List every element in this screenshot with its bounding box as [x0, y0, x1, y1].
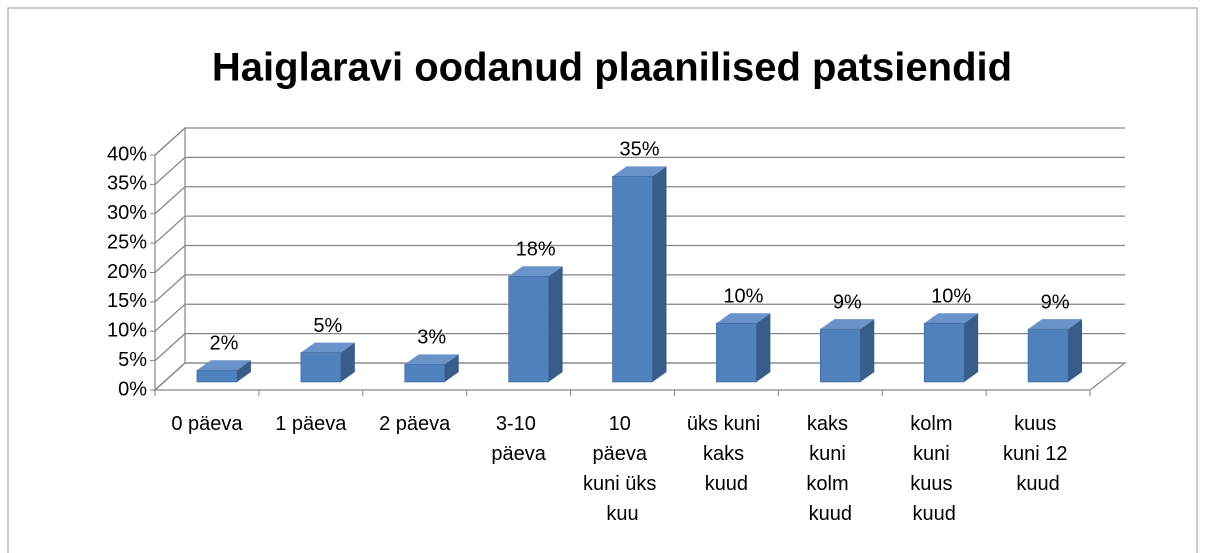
bar-top — [612, 166, 667, 177]
y-tick-label: 30% — [107, 202, 147, 224]
x-tick-label: kuus kuni 12 kuud — [1003, 413, 1073, 495]
bar-side — [756, 313, 771, 382]
bar — [923, 322, 965, 383]
bar-side — [964, 313, 979, 382]
chart-frame — [7, 7, 1198, 553]
data-label: 5% — [313, 315, 342, 337]
data-label: 2% — [209, 333, 238, 355]
bar-top — [508, 266, 563, 277]
data-label: 35% — [619, 139, 659, 161]
grid-line — [154, 215, 1125, 244]
grid-line — [154, 244, 1125, 273]
bar-side — [652, 166, 667, 382]
bar-side — [860, 319, 875, 382]
grid-line — [154, 127, 1125, 156]
x-tick-label: 2 päeva — [379, 413, 451, 435]
grid-line — [154, 156, 1125, 185]
bar-top — [716, 313, 771, 324]
bar — [716, 322, 757, 383]
bar-top — [196, 360, 251, 371]
bar — [300, 352, 342, 383]
x-tick-label: 10 päeva kuni üks kuu — [583, 413, 662, 525]
grid-line — [154, 333, 1125, 362]
bar-side — [548, 266, 563, 382]
x-tick-label: kaks kuni kolm kuud — [806, 413, 854, 525]
y-tick-label: 40% — [107, 143, 147, 165]
bar-top — [924, 313, 979, 324]
y-tick-label: 15% — [107, 290, 147, 312]
chart-title: Haiglaravi oodanud plaanilised patsiendi… — [212, 46, 1012, 90]
y-tick-label: 35% — [107, 173, 147, 195]
bar — [1027, 328, 1069, 383]
y-tick-label: 10% — [107, 320, 147, 342]
y-tick-label: 5% — [118, 349, 147, 371]
bar-side — [340, 342, 355, 382]
grid-line — [154, 362, 1125, 391]
bar — [612, 176, 653, 383]
data-label: 10% — [931, 286, 971, 308]
bar-top — [404, 354, 459, 365]
x-tick-label: 1 päeva — [275, 413, 347, 435]
bar-side — [444, 354, 459, 382]
x-tick-label: kolm kuni kuus kuud — [910, 413, 958, 525]
y-tick-label: 20% — [107, 261, 147, 283]
grid-line — [154, 186, 1125, 215]
data-label: 9% — [1041, 291, 1070, 313]
data-label: 3% — [417, 327, 446, 349]
y-tick-label: 0% — [118, 378, 147, 400]
x-tick-label: üks kuni kaks kuud — [687, 413, 766, 495]
bar-top — [820, 319, 875, 330]
bar-side — [1068, 319, 1083, 382]
x-tick-label: 0 päeva — [171, 413, 243, 435]
x-tick-label: 3-10 päeva — [491, 413, 546, 465]
bar-top — [300, 342, 355, 353]
bar — [819, 328, 861, 383]
grid-line — [154, 274, 1125, 303]
bar-side — [236, 360, 251, 382]
bar — [196, 369, 238, 383]
data-label: 10% — [723, 286, 763, 308]
bar-top — [1028, 319, 1083, 330]
grid-line — [154, 303, 1125, 332]
data-label: 18% — [516, 239, 556, 261]
data-label: 9% — [833, 291, 862, 313]
bar — [508, 275, 549, 383]
y-tick-label: 25% — [107, 231, 147, 253]
bar — [404, 364, 446, 383]
